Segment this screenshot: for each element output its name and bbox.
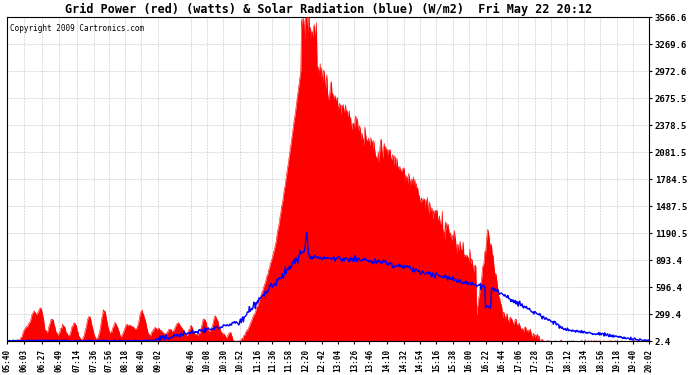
Title: Grid Power (red) (watts) & Solar Radiation (blue) (W/m2)  Fri May 22 20:12: Grid Power (red) (watts) & Solar Radiati… (65, 3, 592, 16)
Text: Copyright 2009 Cartronics.com: Copyright 2009 Cartronics.com (10, 24, 145, 33)
